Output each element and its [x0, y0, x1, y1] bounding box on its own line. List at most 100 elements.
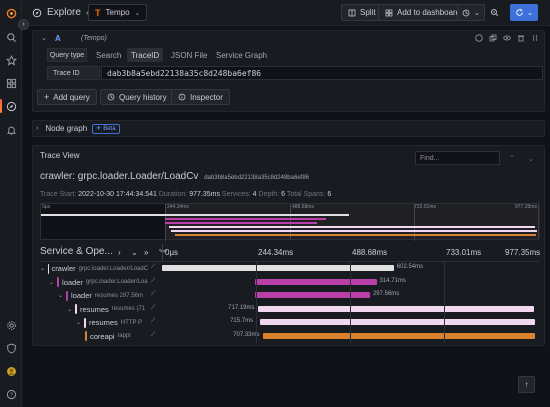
run-query-button[interactable]: ⌄ — [510, 4, 538, 21]
chevron-down-icon[interactable]: ⌄ — [67, 306, 73, 313]
copy-icon[interactable] — [489, 34, 497, 42]
span-row[interactable]: coreapi/appl ⟋ 707.33ms — [40, 330, 539, 343]
grafana-logo-icon[interactable] — [0, 4, 22, 22]
span-row[interactable]: ⌄ loader resumes 297.56m ⟋ 297.56ms — [40, 289, 539, 302]
history-icon — [107, 93, 115, 101]
span-name[interactable]: ⌄ loader grpc.loader.Loader/Loa — [49, 276, 148, 289]
chevron-down-icon[interactable]: ⌄ — [40, 266, 46, 272]
span-service: crawler — [51, 264, 76, 273]
tab-search[interactable]: Search — [96, 50, 122, 60]
dashboard-icon — [385, 9, 393, 16]
inspector-label: Inspector — [190, 92, 223, 102]
minimap-tick: 733.01ms — [414, 204, 436, 210]
span-bar[interactable] — [255, 292, 370, 298]
span-graph-icon[interactable]: ⟋ — [151, 304, 156, 311]
span-bar[interactable] — [260, 319, 536, 325]
span-service: loader — [71, 291, 92, 300]
minimap-tick: 977.35ms — [515, 204, 537, 210]
span-bar[interactable] — [258, 305, 535, 312]
span-graph-icon[interactable]: ⟋ — [151, 291, 156, 297]
collapse-one-button[interactable]: › — [118, 248, 121, 257]
datasource-picker[interactable]: T Tempo ⌄ — [88, 4, 148, 21]
span-graph-icon[interactable]: ⟋ — [151, 277, 156, 284]
tab-service-graph[interactable]: Service Graph — [216, 50, 268, 60]
timeline-tick: 244.34ms — [258, 248, 294, 257]
query-ref-id[interactable]: A — [55, 33, 61, 43]
clock-icon — [462, 9, 470, 16]
chevron-down-icon: ⌄ — [474, 9, 480, 17]
beta-label: Beta — [103, 125, 116, 132]
collapse-query-icon[interactable]: ⌄ — [41, 35, 47, 42]
page-header: Explore — [32, 4, 94, 21]
scroll-to-top-button[interactable]: ↑ — [518, 376, 535, 393]
trace-start-label: Trace Start: — [40, 191, 77, 198]
find-next-button[interactable]: ⌄ — [527, 153, 535, 163]
span-row[interactable]: ⌄ loader grpc.loader.Loader/Loa ⟋ 314.71ms — [40, 276, 539, 289]
add-query-label: Add query — [53, 92, 90, 102]
span-service: loader — [62, 277, 83, 287]
help-icon[interactable]: ? — [0, 385, 22, 403]
trace-id-input[interactable]: dab3b8a5ebd22138a35c8d248ba6ef86 — [101, 66, 543, 80]
query-history-button[interactable]: Query history — [100, 89, 174, 105]
span-name[interactable]: coreapi/appl — [85, 330, 148, 343]
chevron-down-icon[interactable]: ⌄ — [58, 293, 64, 299]
span-bar[interactable] — [255, 278, 377, 285]
add-query-button[interactable]: + Add query — [37, 89, 97, 105]
trace-id-label: Trace ID — [47, 66, 100, 80]
node-graph-header[interactable]: › Node graph ✈ Beta — [32, 120, 545, 137]
inspector-button[interactable]: Inspector — [171, 89, 230, 105]
header-divider[interactable] — [162, 244, 163, 262]
help-icon[interactable] — [475, 34, 483, 42]
delete-icon[interactable] — [517, 34, 525, 42]
node-graph-label: Node graph — [45, 124, 88, 133]
chevron-down-icon[interactable]: ⌄ — [76, 320, 82, 326]
find-input[interactable]: Find... — [415, 151, 500, 165]
span-name[interactable]: ⌄ loader resumes 297.56m — [58, 289, 148, 302]
tab-traceid[interactable]: TraceID — [127, 48, 164, 62]
search-icon[interactable] — [0, 28, 22, 46]
span-row[interactable]: ⌄ crawler grpc.loader.Loader/LoadC ⟋ 602.54m… — [40, 262, 539, 275]
span-name[interactable]: ⌄ resumes resumes (71 — [67, 303, 148, 316]
span-graph-icon[interactable]: ⟋ — [151, 264, 156, 270]
span-service: resumes — [80, 304, 109, 314]
add-to-dashboard-button[interactable]: Add to dashboard — [378, 4, 468, 21]
star-icon[interactable] — [0, 51, 22, 69]
span-operation: resumes 297.56m — [94, 292, 143, 299]
query-row-actions — [475, 34, 539, 42]
split-button[interactable]: Split — [341, 4, 383, 21]
find-prev-button[interactable]: ⌃ — [508, 153, 516, 163]
user-avatar[interactable] — [0, 362, 22, 380]
shield-icon[interactable] — [0, 339, 22, 357]
query-row-header: ⌄ A (Tempo) — [37, 30, 545, 46]
tab-json-file[interactable]: JSON File — [171, 50, 208, 60]
expand-one-button[interactable]: ⌄ — [131, 248, 138, 257]
trace-stats: Trace Start: 2022-10-30 17:44:34.541 Dur… — [40, 191, 331, 198]
minimap-tick: 0μs — [42, 204, 51, 210]
span-row[interactable]: ⌄ resumes HTTP P ⟋ 715.7ms — [40, 316, 539, 329]
span-name[interactable]: ⌄ resumes HTTP P — [76, 316, 148, 329]
drag-handle-icon[interactable] — [531, 34, 539, 42]
top-bar: Explore T Tempo ⌄ Split Add to dashboard… — [22, 0, 550, 26]
explore-icon[interactable] — [0, 97, 22, 115]
span-bar[interactable] — [162, 265, 394, 271]
settings-gear-icon[interactable] — [0, 316, 22, 334]
minimap-selection[interactable] — [165, 204, 540, 239]
span-graph-icon[interactable]: ⟋ — [151, 318, 156, 324]
expand-all-button[interactable]: ︾ — [159, 249, 167, 258]
timeline-tick: 733.01ms — [446, 248, 482, 257]
time-picker-button[interactable]: ⌄ — [457, 4, 485, 21]
span-duration: 297.56ms — [372, 291, 400, 297]
trace-minimap[interactable]: 0μs 244.34ms 488.68ms 733.01ms 977.35ms — [40, 203, 540, 241]
collapse-nav-button[interactable]: › — [18, 19, 29, 30]
span-bar[interactable] — [263, 332, 536, 339]
eye-icon[interactable] — [503, 34, 511, 42]
dashboards-icon[interactable] — [0, 74, 22, 92]
span-graph-icon[interactable]: ⟋ — [151, 331, 156, 338]
chevron-down-icon[interactable]: ⌄ — [49, 279, 55, 286]
collapse-all-button[interactable]: » — [144, 248, 149, 257]
zoom-out-button[interactable] — [490, 4, 499, 21]
alerting-bell-icon[interactable] — [0, 121, 22, 139]
span-row[interactable]: ⌄ resumes resumes (71 ⟋ 717.19ms — [40, 303, 539, 316]
span-service: resumes — [89, 318, 118, 327]
span-name[interactable]: ⌄ crawler grpc.loader.Loader/LoadC — [40, 262, 148, 275]
